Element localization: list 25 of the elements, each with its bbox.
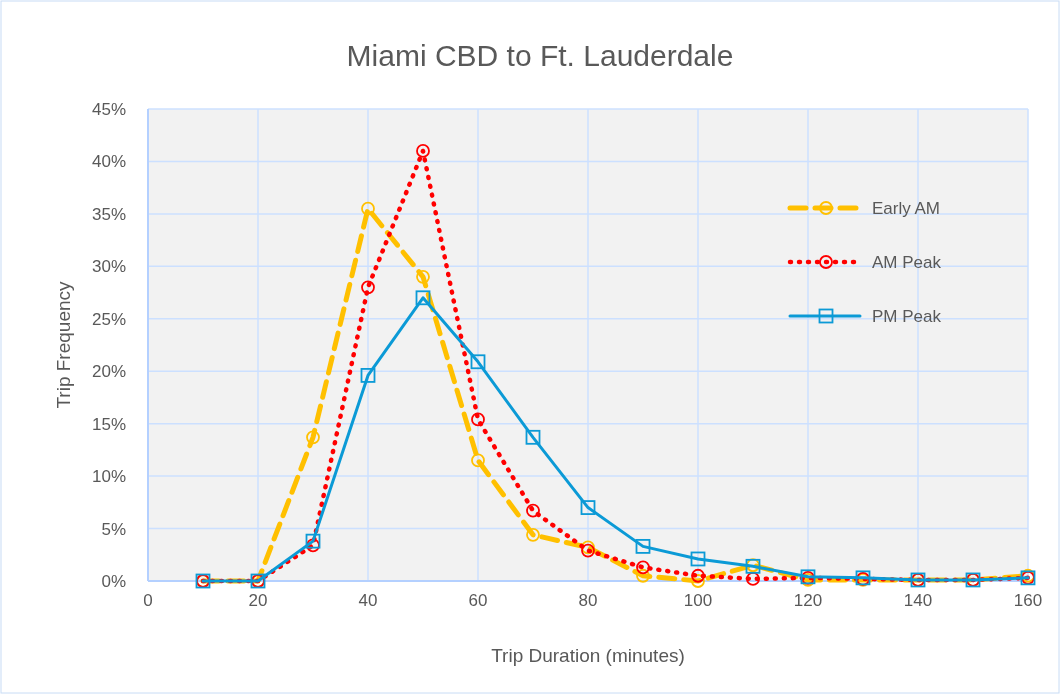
x-tick-label: 140	[903, 591, 933, 610]
y-tick-label: 0%	[101, 572, 126, 591]
y-axis-title: Trip Frequency	[53, 280, 74, 409]
y-tick-label: 5%	[101, 519, 126, 539]
x-tick-label: 100	[683, 591, 713, 610]
x-tick-label: 160	[1013, 591, 1043, 610]
x-tick-label: 0	[143, 591, 153, 610]
chart-title: Miami CBD to Ft. Lauderdale	[346, 39, 734, 72]
y-tick-label: 45%	[91, 100, 126, 119]
y-tick-label: 15%	[91, 414, 126, 434]
legend-label: Early AM	[872, 199, 941, 218]
y-tick-label: 10%	[91, 467, 126, 487]
x-axis-title: Trip Duration (minutes)	[491, 645, 685, 666]
legend-label: AM Peak	[872, 253, 942, 272]
x-tick-label: 120	[793, 591, 823, 610]
y-tick-label: 20%	[91, 362, 126, 382]
legend-label: PM Peak	[872, 307, 942, 326]
y-tick-label: 25%	[91, 309, 126, 329]
x-tick-label: 60	[468, 591, 488, 610]
x-tick-label: 20	[248, 591, 268, 610]
x-tick-label: 80	[578, 591, 598, 610]
y-tick-label: 30%	[91, 257, 126, 277]
y-tick-label: 40%	[91, 152, 126, 172]
x-tick-label: 40	[358, 591, 378, 610]
y-tick-label: 35%	[91, 204, 126, 224]
